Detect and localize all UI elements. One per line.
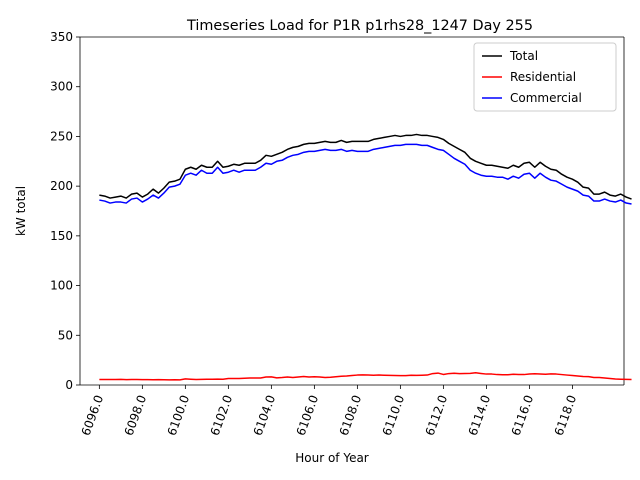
y-tick-label: 250 [50, 129, 73, 143]
y-axis-label: kW total [14, 186, 28, 236]
x-axis-label: Hour of Year [295, 451, 369, 465]
legend-label-residential: Residential [510, 70, 576, 84]
y-tick-label: 50 [58, 328, 73, 342]
y-tick-label: 150 [50, 229, 73, 243]
y-tick-label: 350 [50, 30, 73, 44]
series-line-commercial [99, 143, 632, 205]
y-axis: 0 50 100 150 200 250 300 350 [50, 30, 80, 392]
chart-title: Timeseries Load for P1R p1rhs28_1247 Day… [186, 18, 533, 34]
series-line-residential [99, 372, 632, 381]
series-layer [99, 133, 632, 381]
y-tick-label: 300 [50, 80, 73, 94]
y-tick-label: 100 [50, 279, 73, 293]
legend-label-commercial: Commercial [510, 91, 582, 105]
y-tick-label: 0 [65, 378, 73, 392]
legend-label-total: Total [509, 49, 538, 63]
y-tick-label: 200 [50, 179, 73, 193]
legend: Total Residential Commercial [473, 42, 617, 112]
series-line-total [99, 133, 632, 200]
legend-box [473, 42, 617, 112]
